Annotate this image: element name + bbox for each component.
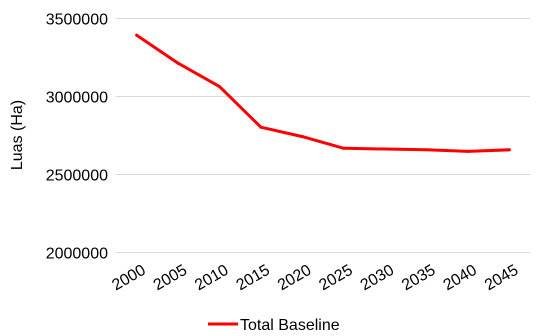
data-point-2030 [383,147,387,151]
gridlines [116,18,530,175]
x-tick-label-2035: 2035 [399,262,438,295]
data-point-2025 [342,146,346,150]
data-point-2045 [507,148,511,152]
data-point-2040 [466,149,470,153]
series-line-total-baseline [135,33,511,153]
y-tick-label-3000000: 3000000 [46,90,108,107]
x-tick-label-2045: 2045 [482,262,521,295]
x-tick-label-2005: 2005 [151,262,190,295]
data-point-2000 [135,33,139,37]
x-tick-label-2010: 2010 [192,262,231,295]
x-tick-label-2020: 2020 [275,262,314,295]
y-axis-title: Luas (Ha) [9,100,26,170]
data-point-2010 [218,85,221,89]
series-lines [135,33,511,153]
data-point-2035 [425,148,428,152]
x-tick-label-2040: 2040 [441,262,480,295]
y-axis-tick-labels: 2000000 2500000 3000000 3500000 [46,12,108,263]
x-tick-label-2025: 2025 [316,262,355,295]
data-point-2005 [176,61,180,65]
x-tick-label-2015: 2015 [234,262,273,295]
x-axis-tick-labels: 2000 2005 2010 2015 2020 2025 2030 2035 2040 2045 [109,262,521,295]
legend-label-total-baseline: Total Baseline [240,317,340,334]
data-point-2015 [259,125,263,129]
y-tick-label-2500000: 2500000 [46,168,108,185]
y-tick-label-2000000: 2000000 [46,246,108,263]
data-point-2020 [300,135,304,139]
y-tick-label-3500000: 3500000 [46,12,108,29]
x-tick-label-2000: 2000 [109,262,148,295]
x-tick-label-2030: 2030 [358,262,397,295]
legend: Total Baseline [208,317,340,334]
